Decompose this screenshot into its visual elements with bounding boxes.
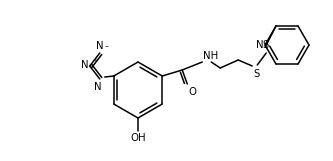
- Text: N: N: [256, 40, 264, 50]
- Text: NH: NH: [203, 51, 218, 61]
- Text: N: N: [94, 82, 102, 92]
- Text: N: N: [81, 60, 89, 70]
- Text: S: S: [253, 69, 260, 79]
- Text: OH: OH: [130, 133, 146, 143]
- Text: N: N: [96, 41, 104, 51]
- Text: S: S: [262, 40, 268, 50]
- Text: $^{+}$: $^{+}$: [93, 59, 98, 65]
- Text: $^{-}$: $^{-}$: [104, 44, 109, 50]
- Text: O: O: [188, 87, 196, 97]
